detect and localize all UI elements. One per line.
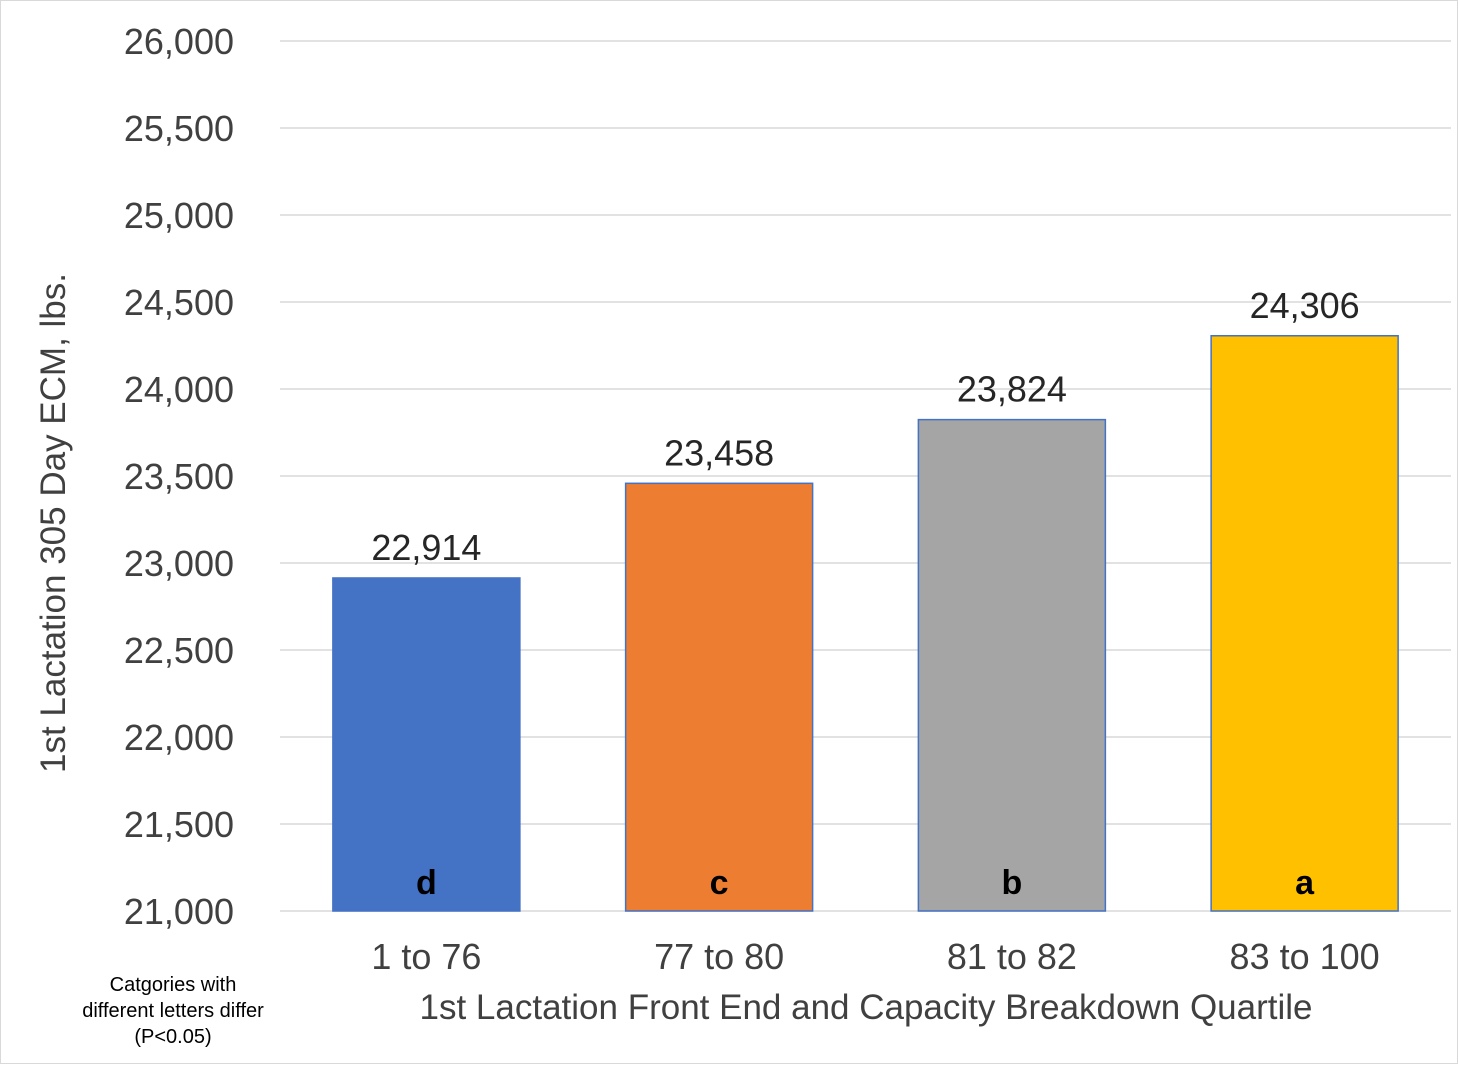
y-tick-label: 22,000: [124, 717, 234, 758]
data-label: 23,824: [957, 369, 1067, 410]
y-tick-label: 24,000: [124, 369, 234, 410]
footnote-line-3: (P<0.05): [134, 1026, 211, 1048]
bars: [332, 335, 1399, 912]
y-tick-label: 23,500: [124, 456, 234, 497]
y-tick-label: 22,500: [124, 630, 234, 671]
y-tick-label: 21,500: [124, 804, 234, 845]
x-axis-title: 1st Lactation Front End and Capacity Bre…: [420, 988, 1313, 1027]
significance-letter: c: [710, 864, 729, 902]
x-tick-label: 81 to 82: [947, 936, 1077, 977]
data-labels: 22,914 23,458 23,824 24,306: [371, 285, 1359, 568]
y-tick-label: 24,500: [124, 282, 234, 323]
bar-2: [624, 482, 814, 912]
data-label: 22,914: [371, 527, 481, 568]
footnote-line-2: different letters differ: [82, 1000, 264, 1022]
x-tick-label: 77 to 80: [654, 936, 784, 977]
x-tick-label: 83 to 100: [1230, 936, 1380, 977]
bar-1: [332, 577, 521, 912]
y-axis-title: 1st Lactation 305 Day ECM, lbs.: [34, 273, 73, 773]
y-tick-label: 25,500: [124, 108, 234, 149]
x-tick-labels: 1 to 76 77 to 80 81 to 82 83 to 100: [371, 936, 1379, 977]
y-tick-label: 23,000: [124, 543, 234, 584]
data-label: 24,306: [1250, 285, 1360, 326]
x-tick-label: 1 to 76: [371, 936, 481, 977]
y-tick-label: 26,000: [124, 21, 234, 62]
bar-3: [917, 418, 1107, 912]
y-tick-label: 25,000: [124, 195, 234, 236]
footnote: Catgories with different letters differ …: [82, 974, 264, 1048]
significance-letter: b: [1001, 864, 1022, 902]
footnote-line-1: Catgories with: [110, 974, 237, 996]
data-label: 23,458: [664, 432, 774, 473]
y-tick-label: 21,000: [124, 891, 234, 932]
y-tick-labels: 21,000 21,500 22,000 22,500 23,000 23,500 24,0…: [124, 21, 234, 932]
bar-4: [1210, 335, 1399, 912]
significance-letter: a: [1295, 864, 1315, 902]
significance-letter: d: [416, 864, 437, 902]
